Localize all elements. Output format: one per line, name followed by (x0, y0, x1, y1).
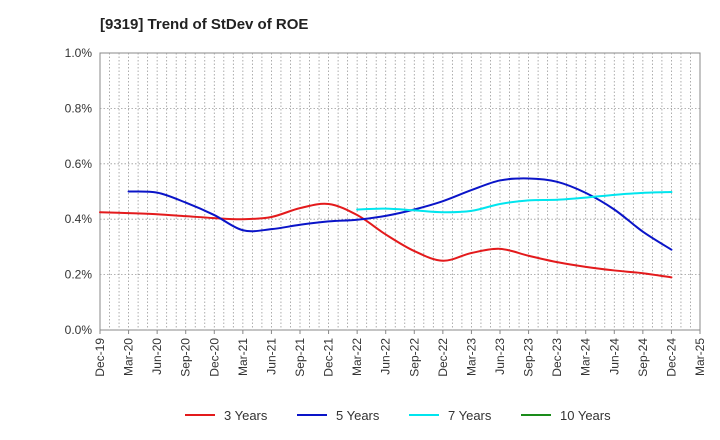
x-tick-label: Dec-20 (207, 338, 221, 377)
y-tick-label: 1.0% (65, 46, 93, 60)
x-tick-label: Sep-22 (407, 338, 421, 377)
series-line-7-years (356, 191, 673, 214)
x-tick-label: Jun-24 (607, 338, 621, 375)
legend-label-7-years: 7 Years (448, 408, 492, 423)
x-tick-label: Mar-25 (693, 338, 707, 376)
series-line-3-years (99, 202, 673, 279)
x-tick-label: Mar-23 (464, 338, 478, 376)
y-tick-label: 0.4% (65, 212, 93, 226)
legend-label-10-years: 10 Years (560, 408, 611, 423)
y-tick-label: 0.2% (65, 268, 93, 282)
x-tick-label: Dec-24 (664, 338, 678, 377)
plot-area (99, 52, 701, 331)
y-tick-label: 0.6% (65, 157, 93, 171)
chart-title: [9319] Trend of StDev of ROE (100, 16, 309, 33)
x-tick-label: Sep-23 (522, 338, 536, 377)
x-tick-label: Mar-21 (236, 338, 250, 376)
x-tick-label: Jun-23 (493, 338, 507, 375)
legend: 3 Years 5 Years 7 Years 10 Years (185, 408, 611, 423)
x-tick-label: Sep-20 (179, 338, 193, 377)
x-tick-label: Jun-22 (379, 338, 393, 375)
axis-layer: 0.0% 0.2% 0.4% 0.6% 0.8% 1.0% Dec-19 Mar-20 Jun-… (65, 46, 707, 377)
x-tick-label: Dec-21 (322, 338, 336, 377)
x-tick-label: Jun-21 (264, 338, 278, 375)
series-layer (99, 177, 673, 279)
x-tick-label: Sep-24 (636, 338, 650, 377)
grid-layer (99, 52, 701, 331)
y-tick-label: 0.0% (65, 323, 93, 337)
legend-label-3-years: 3 Years (224, 408, 268, 423)
x-tick-label: Jun-20 (150, 338, 164, 375)
y-tick-label: 0.8% (65, 101, 93, 115)
x-tick-label: Mar-20 (122, 338, 136, 376)
x-tick-label: Dec-23 (550, 338, 564, 377)
x-tick-label: Mar-22 (350, 338, 364, 376)
x-tick-label: Sep-21 (293, 338, 307, 377)
series-line-5-years (127, 177, 673, 251)
x-tick-label: Dec-19 (93, 338, 107, 377)
x-tick-label: Dec-22 (436, 338, 450, 377)
legend-label-5-years: 5 Years (336, 408, 380, 423)
x-tick-label: Mar-24 (579, 338, 593, 376)
